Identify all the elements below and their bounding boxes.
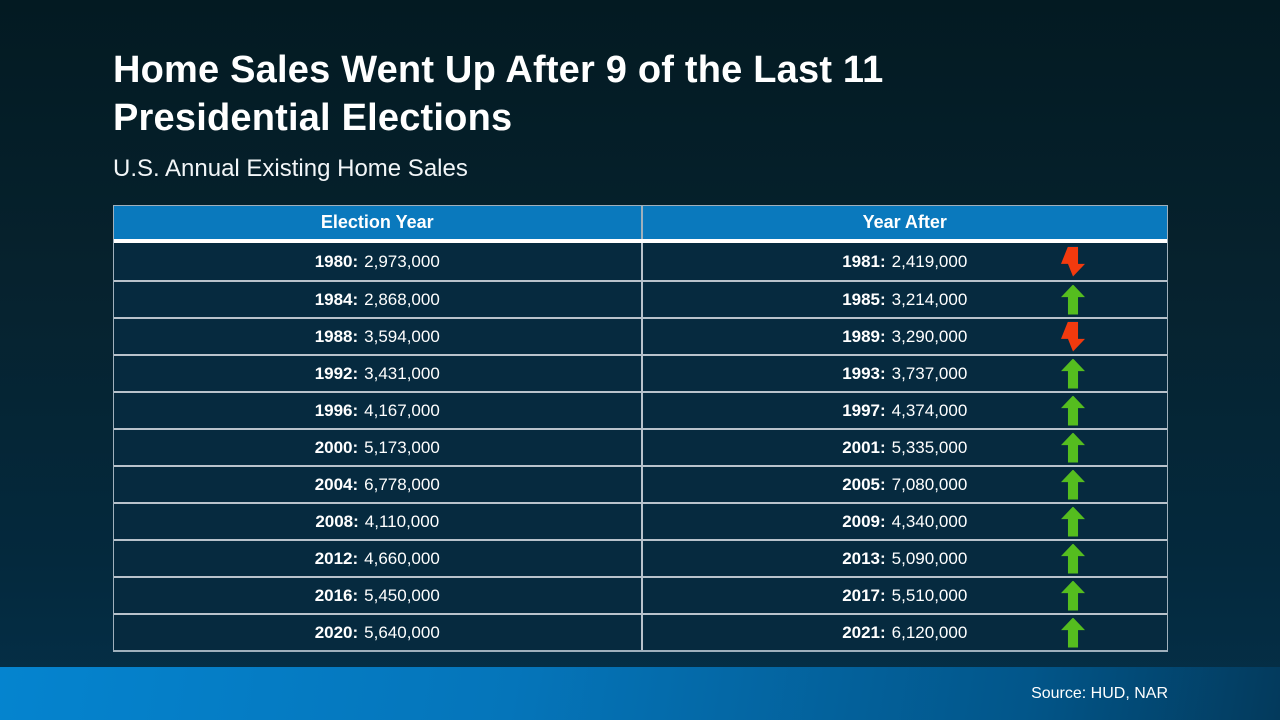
year-after-label: 1993: (842, 363, 886, 383)
table-row: 1984: 2,868,000 1985: 3,214,000 (114, 280, 1167, 317)
table-row: 2000: 5,173,000 2001: 5,335,000 (114, 428, 1167, 465)
down-arrow-icon (1061, 321, 1085, 352)
year-after-cell: 1993: 3,737,000 (640, 356, 1168, 391)
year-after-cell: 1997: 4,374,000 (640, 393, 1168, 428)
table-row: 1992: 3,431,000 1993: 3,737,000 (114, 354, 1167, 391)
year-after-cell: 2001: 5,335,000 (640, 430, 1168, 465)
year-after-label: 1981: (842, 251, 886, 271)
table-row: 2020: 5,640,000 2021: 6,120,000 (114, 613, 1167, 650)
election-year-cell: 1992: 3,431,000 (114, 356, 641, 391)
election-year-label: 2012: (314, 548, 359, 568)
page-title: Home Sales Went Up After 9 of the Last 1… (113, 49, 884, 139)
column-header-year-after: Year After (640, 206, 1168, 239)
election-year-cell: 1996: 4,167,000 (114, 393, 641, 428)
election-year-label: 1980: (314, 251, 359, 271)
home-sales-table: Election Year Year After 1980: 2,973,000… (113, 205, 1168, 652)
table-row: 2016: 5,450,000 2017: 5,510,000 (114, 576, 1167, 613)
year-after-sales-value: 3,214,000 (891, 289, 968, 309)
year-after-sales-value: 7,080,000 (891, 474, 968, 494)
year-after-label: 2001: (842, 437, 886, 457)
election-year-label: 1992: (314, 363, 359, 383)
up-arrow-icon (1061, 395, 1085, 426)
election-year-sales-value: 5,640,000 (364, 622, 440, 642)
year-after-label: 1989: (842, 326, 886, 346)
election-year-cell: 2000: 5,173,000 (114, 430, 641, 465)
election-year-label: 2008: (315, 511, 359, 531)
year-after-sales-value: 6,120,000 (891, 622, 968, 642)
election-year-sales-value: 5,173,000 (364, 437, 440, 457)
table-row: 1996: 4,167,000 1997: 4,374,000 (114, 391, 1167, 428)
year-after-label: 2017: (842, 585, 886, 605)
year-after-label: 2021: (842, 622, 886, 642)
up-arrow-icon (1061, 617, 1085, 648)
down-arrow-icon (1061, 246, 1085, 277)
election-year-sales-value: 4,167,000 (364, 400, 440, 420)
year-after-sales-value: 5,335,000 (891, 437, 968, 457)
election-year-label: 1988: (314, 326, 359, 346)
election-year-label: 1996: (314, 400, 359, 420)
election-year-sales-value: 2,868,000 (364, 289, 440, 309)
election-year-cell: 2016: 5,450,000 (114, 578, 641, 613)
column-header-election-year: Election Year (320, 212, 434, 232)
year-after-label: 1997: (842, 400, 886, 420)
up-arrow-icon (1061, 432, 1085, 463)
up-arrow-icon (1061, 284, 1085, 315)
year-after-cell: 1985: 3,214,000 (640, 282, 1168, 317)
election-year-label: 1984: (314, 289, 359, 309)
election-year-cell: 1984: 2,868,000 (114, 282, 641, 317)
election-year-sales-value: 3,431,000 (364, 363, 440, 383)
year-after-cell: 2017: 5,510,000 (640, 578, 1168, 613)
year-after-sales-value: 3,737,000 (891, 363, 968, 383)
year-after-label: 1985: (842, 289, 886, 309)
election-year-sales-value: 6,778,000 (364, 474, 440, 494)
table-row: 2004: 6,778,000 2005: 7,080,000 (114, 465, 1167, 502)
source-text: Source: HUD, NAR (1031, 684, 1168, 702)
year-after-cell: 2021: 6,120,000 (640, 615, 1168, 650)
year-after-cell: 1989: 3,290,000 (640, 319, 1168, 354)
election-year-cell: 2008: 4,110,000 (114, 504, 641, 539)
election-year-cell: 1988: 3,594,000 (114, 319, 641, 354)
election-year-cell: 2004: 6,778,000 (114, 467, 641, 502)
election-year-cell: 1980: 2,973,000 (114, 243, 641, 280)
year-after-sales-value: 4,340,000 (891, 511, 968, 531)
up-arrow-icon (1061, 358, 1085, 389)
election-year-sales-value: 3,594,000 (364, 326, 440, 346)
year-after-label: 2009: (842, 511, 886, 531)
year-after-cell: 1981: 2,419,000 (640, 243, 1168, 280)
footer-bar: Source: HUD, NAR (0, 667, 1280, 720)
table-row: 1988: 3,594,000 1989: 3,290,000 (114, 317, 1167, 354)
election-year-cell: 2020: 5,640,000 (114, 615, 641, 650)
table-row: 2008: 4,110,000 2009: 4,340,000 (114, 502, 1167, 539)
table-body: 1980: 2,973,000 1981: 2,419,000 1984: 2,… (114, 243, 1167, 650)
election-year-sales-value: 5,450,000 (364, 585, 440, 605)
table-row: 2012: 4,660,000 2013: 5,090,000 (114, 539, 1167, 576)
up-arrow-icon (1061, 543, 1085, 574)
year-after-cell: 2005: 7,080,000 (640, 467, 1168, 502)
year-after-cell: 2013: 5,090,000 (640, 541, 1168, 576)
year-after-sales-value: 2,419,000 (891, 251, 968, 271)
election-year-sales-value: 4,110,000 (364, 511, 440, 531)
up-arrow-icon (1061, 506, 1085, 537)
table-header-row: Election Year Year After (114, 206, 1167, 243)
table-row: 1980: 2,973,000 1981: 2,419,000 (114, 243, 1167, 280)
year-after-sales-value: 5,510,000 (891, 585, 968, 605)
year-after-sales-value: 3,290,000 (891, 326, 968, 346)
election-year-label: 2016: (314, 585, 359, 605)
year-after-sales-value: 4,374,000 (891, 400, 968, 420)
election-year-sales-value: 4,660,000 (364, 548, 440, 568)
election-year-sales-value: 2,973,000 (364, 251, 440, 271)
year-after-label: 2005: (842, 474, 886, 494)
election-year-cell: 2012: 4,660,000 (114, 541, 641, 576)
up-arrow-icon (1061, 469, 1085, 500)
page-subtitle: U.S. Annual Existing Home Sales (113, 155, 468, 182)
election-year-label: 2020: (314, 622, 359, 642)
year-after-cell: 2009: 4,340,000 (640, 504, 1168, 539)
election-year-label: 2004: (314, 474, 359, 494)
year-after-sales-value: 5,090,000 (891, 548, 968, 568)
up-arrow-icon (1061, 580, 1085, 611)
year-after-label: 2013: (842, 548, 886, 568)
election-year-label: 2000: (314, 437, 359, 457)
